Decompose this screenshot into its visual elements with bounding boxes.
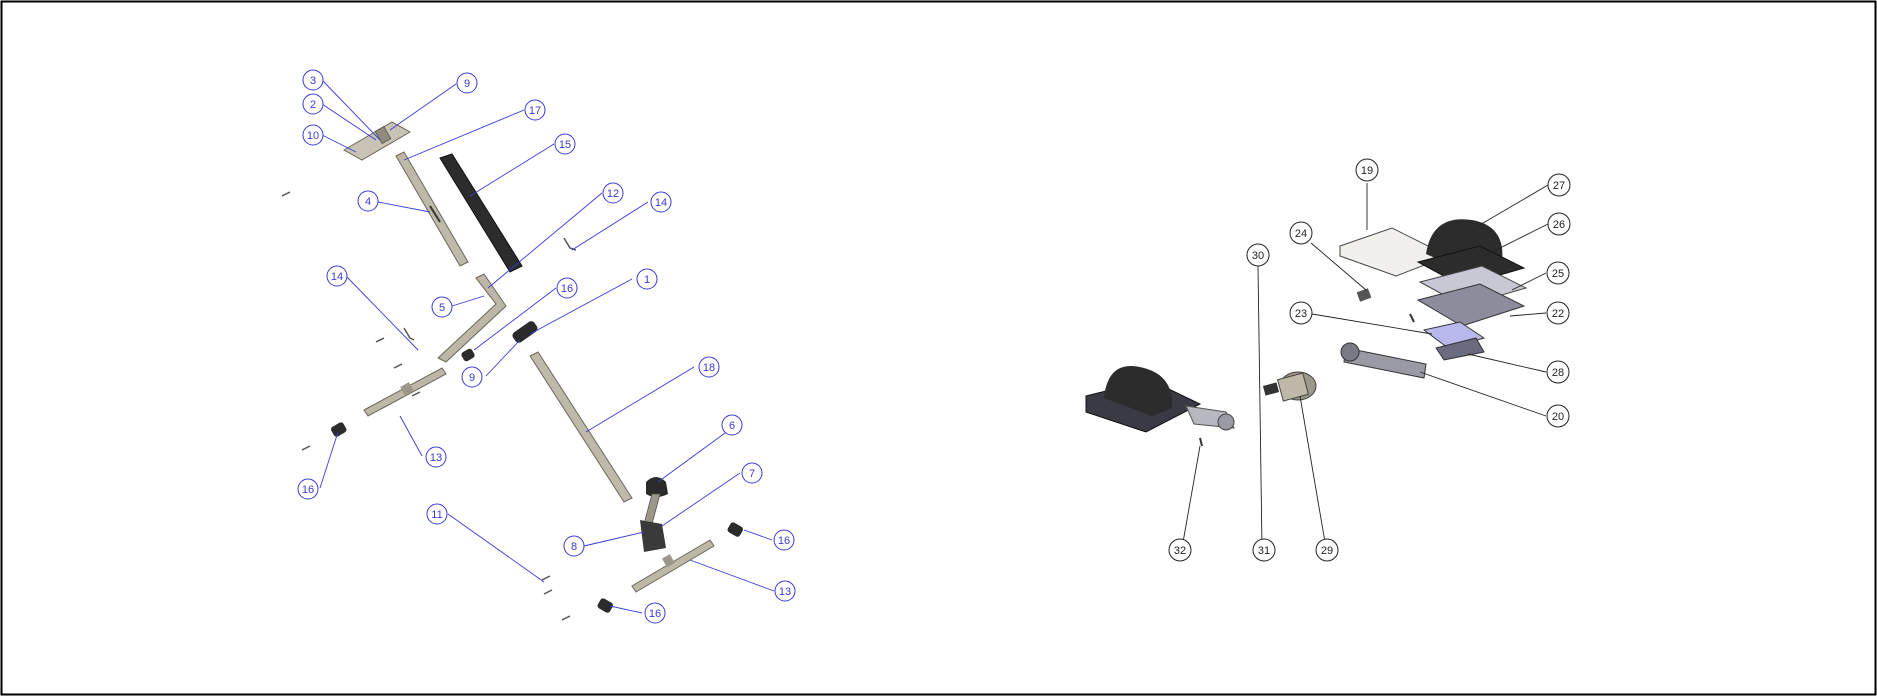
callout-balloon: 16 bbox=[556, 277, 578, 299]
callout-label: 6 bbox=[729, 420, 735, 432]
callout-balloon: 13 bbox=[425, 446, 447, 468]
callout-balloon: 13 bbox=[774, 580, 796, 602]
callout-balloon: 10 bbox=[302, 124, 324, 146]
part-assembled-hood bbox=[1104, 366, 1173, 416]
callout-label: 10 bbox=[307, 130, 319, 142]
callout-label: 28 bbox=[1552, 367, 1564, 379]
left-assembly-parts bbox=[281, 121, 743, 621]
callout-label: 12 bbox=[607, 188, 619, 200]
callout-balloon: 22 bbox=[1546, 301, 1570, 325]
callout-balloon: 15 bbox=[554, 133, 576, 155]
callout-label: 16 bbox=[649, 608, 661, 620]
callout-label: 24 bbox=[1295, 228, 1307, 240]
callout-label: 25 bbox=[1552, 268, 1564, 280]
callout-label: 8 bbox=[571, 541, 577, 553]
callout-label: 5 bbox=[439, 302, 445, 314]
callout-balloon: 27 bbox=[1547, 173, 1571, 197]
callout-label: 31 bbox=[1258, 545, 1270, 557]
callout-label: 9 bbox=[469, 372, 475, 384]
callout-label: 13 bbox=[779, 586, 791, 598]
callout-balloon: 7 bbox=[741, 462, 763, 484]
callout-label: 30 bbox=[1252, 250, 1264, 262]
callout-label: 9 bbox=[464, 78, 470, 90]
callout-label: 17 bbox=[529, 105, 541, 117]
right-leader-lines bbox=[1181, 183, 1549, 549]
callout-balloon: 29 bbox=[1315, 538, 1339, 562]
part-bracket-24 bbox=[1356, 288, 1372, 302]
callout-balloon: 32 bbox=[1168, 538, 1192, 562]
part-long-bar bbox=[529, 351, 633, 503]
callout-balloon: 24 bbox=[1289, 221, 1313, 245]
callout-balloon: 26 bbox=[1547, 212, 1571, 236]
callout-label: 19 bbox=[1361, 165, 1373, 177]
callout-label: 1 bbox=[644, 274, 650, 286]
callout-balloon: 12 bbox=[602, 182, 624, 204]
callout-balloon: 8 bbox=[563, 535, 585, 557]
callout-label: 4 bbox=[365, 196, 371, 208]
callout-balloon: 6 bbox=[721, 414, 743, 436]
callout-balloon: 30 bbox=[1246, 243, 1270, 267]
callout-balloon: 9 bbox=[456, 72, 478, 94]
callout-label: 16 bbox=[302, 484, 314, 496]
right-assembly-parts bbox=[1085, 219, 1528, 447]
callout-balloon: 25 bbox=[1546, 261, 1570, 285]
callout-balloon: 14 bbox=[650, 191, 672, 213]
right-callouts: 19 27 26 24 30 25 23 22 28 20 32 31 29 bbox=[1168, 158, 1571, 562]
callout-balloon: 18 bbox=[698, 356, 720, 378]
callout-balloon: 31 bbox=[1252, 538, 1276, 562]
callout-balloon: 23 bbox=[1289, 301, 1313, 325]
callout-balloon: 16 bbox=[644, 602, 666, 624]
part-l-bracket bbox=[437, 273, 507, 363]
left-callouts: 3 2 10 9 17 15 4 12 14 14 5 16 1 9 18 13… bbox=[297, 69, 796, 624]
callout-label: 14 bbox=[331, 271, 343, 283]
callout-balloon: 4 bbox=[357, 190, 379, 212]
part-top-bracket bbox=[374, 125, 392, 145]
callout-label: 32 bbox=[1174, 545, 1186, 557]
part-clamp-head bbox=[646, 477, 668, 497]
callout-balloon: 3 bbox=[302, 69, 324, 91]
callout-balloon: 9 bbox=[461, 366, 483, 388]
callout-label: 11 bbox=[431, 509, 442, 521]
callout-label: 3 bbox=[310, 75, 316, 87]
part-knob-16-right bbox=[727, 522, 743, 537]
part-pin-lower bbox=[631, 539, 715, 593]
part-clamp-base bbox=[640, 520, 666, 552]
callout-label: 23 bbox=[1295, 308, 1307, 320]
callout-label: 16 bbox=[561, 283, 573, 295]
callout-balloon: 2 bbox=[302, 93, 324, 115]
callout-label: 2 bbox=[310, 99, 316, 111]
part-knob-16-left bbox=[331, 422, 347, 437]
callout-label: 15 bbox=[559, 139, 571, 151]
part-knob-16-bottom bbox=[597, 598, 613, 613]
callout-label: 27 bbox=[1553, 180, 1565, 192]
callout-balloon: 28 bbox=[1546, 360, 1570, 384]
callout-label: 13 bbox=[430, 452, 442, 464]
callout-label: 18 bbox=[703, 362, 715, 374]
callout-label: 22 bbox=[1552, 308, 1564, 320]
callout-balloon: 20 bbox=[1546, 404, 1570, 428]
callout-balloon: 19 bbox=[1355, 158, 1379, 182]
callout-label: 14 bbox=[655, 197, 667, 209]
callout-balloon: 1 bbox=[636, 268, 658, 290]
left-leader-lines bbox=[319, 79, 775, 614]
callout-balloon: 17 bbox=[524, 99, 546, 121]
callout-label: 16 bbox=[778, 535, 790, 547]
callout-balloon: 16 bbox=[773, 529, 795, 551]
callout-label: 20 bbox=[1552, 411, 1564, 423]
callout-label: 26 bbox=[1553, 219, 1565, 231]
callout-balloon: 16 bbox=[297, 478, 319, 500]
part-knob-1 bbox=[512, 321, 538, 343]
part-dark-strip bbox=[439, 153, 523, 273]
callout-label: 7 bbox=[749, 468, 755, 480]
part-knob-9 bbox=[461, 348, 475, 362]
callout-label: 29 bbox=[1321, 545, 1333, 557]
callout-balloon: 11 bbox=[426, 503, 448, 525]
small-screws bbox=[281, 191, 577, 621]
callout-balloon: 5 bbox=[431, 296, 453, 318]
part-frame-22 bbox=[1416, 283, 1526, 327]
callout-balloon: 14 bbox=[326, 265, 348, 287]
